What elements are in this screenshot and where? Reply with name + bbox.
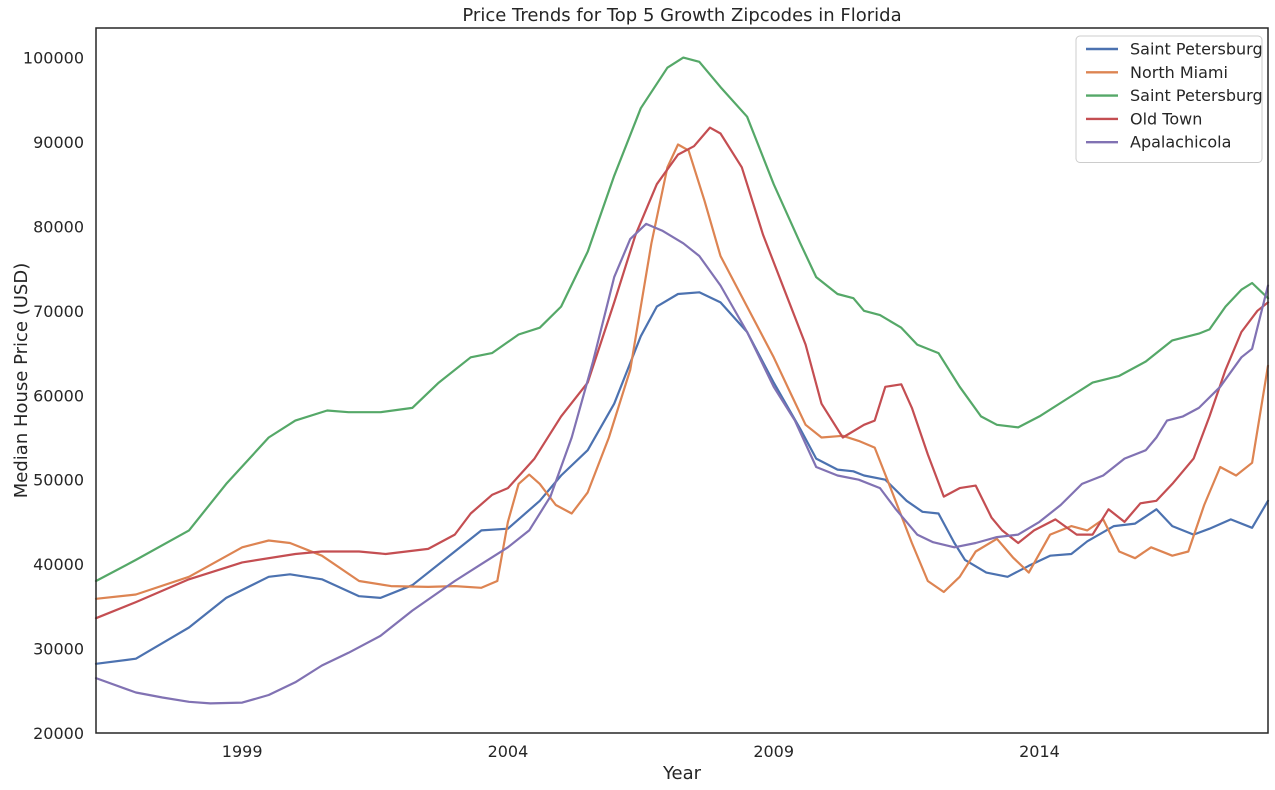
chart-title: Price Trends for Top 5 Growth Zipcodes i… [462,5,901,26]
y-tick-label: 30000 [33,640,84,659]
series-line-5 [94,222,1270,705]
series-line-4 [94,126,1270,620]
legend: Saint Petersburg North Miami Saint Petersb… [1075,35,1263,163]
series-layer [94,56,1270,705]
y-axis-ticks: 20000 30000 40000 50000 60000 70000 80000 90000… [23,49,84,743]
series-line-2 [94,143,1270,600]
y-tick-label: 90000 [33,133,84,152]
legend-label: Apalachicola [1130,133,1231,152]
legend-box [1075,35,1263,163]
x-axis-label: Year [662,763,702,784]
series-line-3 [94,56,1270,583]
y-tick-label: 20000 [33,724,84,743]
y-tick-label: 80000 [33,217,84,236]
y-axis-label: Median House Price (USD) [11,263,32,498]
y-tick-label: 40000 [33,555,84,574]
series-line-1 [94,291,1270,665]
legend-label: Old Town [1130,109,1202,128]
x-tick-label: 2004 [488,742,529,761]
x-tick-label: 1999 [222,742,263,761]
legend-label: Saint Petersburg [1130,40,1263,59]
y-tick-label: 60000 [33,386,84,405]
x-axis-ticks: 1999 2004 2009 2014 [222,742,1060,761]
legend-label: North Miami [1130,63,1228,82]
y-tick-label: 50000 [33,471,84,490]
plot-frame [95,27,1269,734]
y-tick-label: 70000 [33,302,84,321]
x-tick-label: 2009 [753,742,794,761]
x-tick-label: 2014 [1019,742,1060,761]
legend-label: Saint Petersburg [1130,86,1263,105]
y-tick-label: 100000 [23,49,84,68]
